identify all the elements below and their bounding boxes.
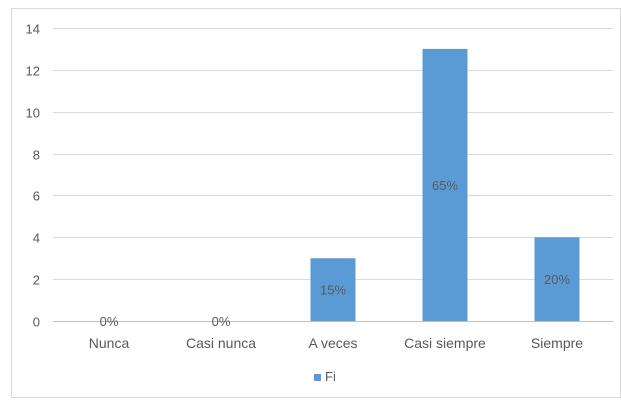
x-category-label: Siempre (531, 335, 583, 351)
data-label: 15% (320, 283, 346, 298)
y-tick-label: 4 (33, 231, 40, 246)
y-tick-label: 2 (33, 273, 40, 288)
y-tick-label: 0 (33, 315, 40, 330)
y-tick-label: 8 (33, 148, 40, 163)
y-tick-label: 6 (33, 189, 40, 204)
data-label: 0% (100, 314, 119, 329)
chart-border (11, 8, 621, 398)
y-axis-ticks: 0 2 4 6 8 10 12 14 (26, 22, 40, 330)
data-label: 65% (432, 178, 458, 193)
gridlines (53, 28, 613, 322)
bar-casi-siempre (422, 48, 468, 322)
data-label: 0% (212, 314, 231, 329)
legend: Fi (314, 369, 336, 384)
x-category-label: Casi siempre (404, 335, 486, 351)
data-label: 20% (544, 272, 570, 287)
x-axis-categories: Nunca Casi nunca A veces Casi siempre Siempr… (89, 335, 584, 351)
y-tick-label: 12 (26, 64, 40, 79)
bar-a-veces (310, 258, 356, 321)
legend-swatch-fi (314, 374, 321, 381)
x-category-label: Nunca (89, 335, 130, 351)
x-category-label: A veces (308, 335, 357, 351)
legend-label-fi: Fi (325, 369, 336, 384)
bars (310, 48, 580, 322)
x-category-label: Casi nunca (186, 335, 256, 351)
y-tick-label: 10 (26, 106, 40, 121)
y-tick-label: 14 (26, 22, 40, 37)
data-labels: 0% 0% 15% 65% 20% (100, 178, 571, 329)
bar-siempre (534, 237, 580, 321)
